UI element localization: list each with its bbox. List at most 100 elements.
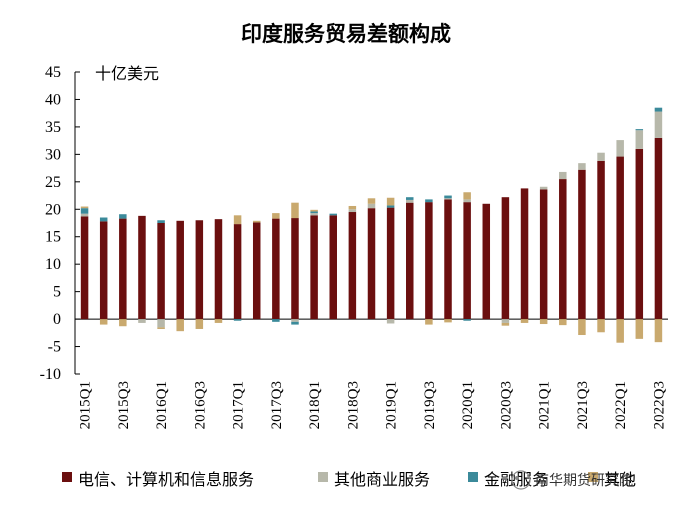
bar-segment-2019Q1-s1 bbox=[386, 207, 395, 320]
x-tick-label: 2020Q3 bbox=[498, 381, 514, 429]
bar-segment-2019Q1-s3 bbox=[386, 205, 395, 208]
bar-segment-2018Q3-s1 bbox=[348, 212, 357, 320]
watermark-icon-dot bbox=[515, 476, 519, 480]
y-tick-label: 0 bbox=[53, 311, 61, 328]
bar-segment-2022Q2-s3 bbox=[635, 129, 644, 131]
bar-segment-2020Q1-s4 bbox=[463, 192, 471, 200]
bar-segment-2015Q1-s4 bbox=[80, 206, 89, 209]
bar-segment-2022Q3-s4 bbox=[654, 319, 663, 343]
bar-segment-2020Q1-s2 bbox=[463, 199, 471, 203]
bar-segment-2020Q4-s4 bbox=[520, 319, 529, 323]
x-tick-label: 2022Q3 bbox=[651, 381, 667, 429]
bar-segment-2019Q3-s4 bbox=[425, 319, 433, 325]
bar-segment-2020Q3-s4 bbox=[501, 322, 510, 326]
bar-segment-2022Q3-s3 bbox=[654, 107, 663, 112]
bar-segment-2017Q3-s1 bbox=[272, 218, 280, 320]
y-tick-label: 30 bbox=[45, 146, 61, 163]
legend-swatch-4 bbox=[588, 472, 598, 482]
bar-segment-2016Q2-s1 bbox=[176, 220, 184, 320]
bar-segment-2021Q1-s1 bbox=[539, 189, 548, 320]
bar-segment-2016Q4-s4 bbox=[214, 319, 223, 323]
bar-segment-2022Q3-s2 bbox=[654, 111, 663, 138]
x-tick-label: 2018Q1 bbox=[307, 381, 323, 429]
bar-segment-2018Q3-s4 bbox=[348, 205, 357, 210]
bar-segment-2021Q4-s2 bbox=[597, 152, 605, 161]
watermark: 南华期货研究院 bbox=[511, 470, 633, 490]
x-tick-label: 2021Q1 bbox=[537, 381, 553, 429]
chart-title: 印度服务贸易差额构成 bbox=[241, 22, 451, 46]
bar-segment-2019Q2-s1 bbox=[406, 202, 414, 320]
y-tick-label: -5 bbox=[48, 339, 61, 356]
y-tick-label: 5 bbox=[53, 284, 61, 301]
legend-label-4: 其他 bbox=[604, 470, 636, 489]
bar-segment-2017Q4-s1 bbox=[291, 218, 299, 320]
legend-swatch-3 bbox=[468, 472, 478, 482]
bar-segment-2015Q3-s3 bbox=[119, 214, 127, 219]
legend-swatch-1 bbox=[62, 472, 72, 482]
bar-segment-2018Q3-s2 bbox=[348, 209, 357, 213]
bar-segment-2017Q1-s4 bbox=[233, 215, 242, 225]
bar-segment-2017Q4-s2 bbox=[291, 319, 299, 322]
bar-segment-2020Q1-s1 bbox=[463, 202, 471, 320]
watermark-text: 南华期货研究院 bbox=[535, 472, 633, 489]
bar-segment-2021Q3-s1 bbox=[578, 169, 586, 320]
x-tick-label: 2017Q3 bbox=[269, 381, 285, 429]
bar-segment-2019Q4-s3 bbox=[444, 195, 452, 199]
bar-segment-2020Q3-s2 bbox=[501, 319, 510, 323]
bar-segment-2019Q4-s1 bbox=[444, 199, 452, 320]
bar-segment-2017Q2-s1 bbox=[252, 222, 261, 320]
bar-segment-2019Q3-s1 bbox=[425, 202, 433, 320]
bar-segment-2018Q4-s4 bbox=[367, 198, 376, 204]
x-tick-label: 2015Q3 bbox=[116, 381, 132, 429]
bar-segment-2016Q2-s4 bbox=[176, 319, 184, 332]
y-tick-label: 25 bbox=[45, 174, 61, 191]
bar-segment-2021Q4-s1 bbox=[597, 160, 605, 320]
y-tick-label: 45 bbox=[45, 64, 61, 81]
bars-group bbox=[80, 107, 663, 343]
bar-segment-2016Q1-s3 bbox=[157, 220, 165, 223]
bar-segment-2022Q2-s1 bbox=[635, 148, 644, 320]
bar-segment-2015Q2-s4 bbox=[99, 319, 108, 325]
legend-swatch-2 bbox=[318, 472, 328, 482]
bar-segment-2021Q2-s4 bbox=[559, 319, 567, 326]
x-tick-label: 2017Q1 bbox=[231, 381, 247, 429]
bar-segment-2021Q2-s2 bbox=[559, 171, 567, 180]
bar-segment-2018Q1-s2 bbox=[310, 213, 318, 216]
x-tick-label: 2016Q3 bbox=[192, 381, 208, 429]
bar-segment-2016Q1-s4 bbox=[157, 327, 165, 329]
bar-segment-2021Q1-s4 bbox=[539, 319, 548, 325]
bar-segment-2016Q3-s4 bbox=[195, 319, 204, 329]
bar-segment-2020Q4-s1 bbox=[520, 188, 529, 320]
bar-segment-2022Q2-s4 bbox=[635, 319, 644, 339]
bar-segment-2017Q4-s3 bbox=[291, 321, 299, 325]
y-tick-label: 40 bbox=[45, 91, 61, 108]
x-tick-label: 2019Q1 bbox=[384, 381, 400, 429]
bar-segment-2019Q2-s2 bbox=[406, 199, 414, 203]
bar-segment-2017Q1-s3 bbox=[233, 319, 242, 321]
x-tick-label: 2022Q1 bbox=[613, 381, 629, 429]
bar-segment-2022Q1-s2 bbox=[616, 140, 624, 157]
bar-segment-2019Q1-s2 bbox=[386, 319, 395, 324]
bar-segment-2022Q1-s1 bbox=[616, 156, 624, 320]
x-labels-group: 2015Q1 2015Q3 2016Q1 2016Q3 2017Q1 2017Q3 2018… bbox=[78, 381, 668, 429]
x-tick-label: 2019Q3 bbox=[422, 381, 438, 429]
bar-segment-2017Q4-s4 bbox=[291, 202, 299, 219]
bar-segment-2015Q1-s3 bbox=[80, 208, 89, 214]
bar-segment-2016Q4-s1 bbox=[214, 219, 223, 320]
y-tick-label: 15 bbox=[45, 229, 61, 246]
bar-segment-2015Q2-s3 bbox=[99, 217, 108, 222]
bar-segment-2015Q2-s1 bbox=[99, 221, 108, 320]
bar-segment-2018Q2-s3 bbox=[329, 213, 337, 216]
bar-segment-2018Q1-s3 bbox=[310, 211, 318, 214]
bar-segment-2021Q2-s1 bbox=[559, 179, 567, 320]
bar-segment-2018Q2-s1 bbox=[329, 215, 337, 320]
bar-segment-2018Q1-s1 bbox=[310, 215, 318, 320]
bar-segment-2022Q3-s1 bbox=[654, 137, 663, 320]
y-tick-label: 35 bbox=[45, 119, 61, 136]
bar-segment-2017Q1-s1 bbox=[233, 224, 242, 320]
bar-segment-2019Q3-s3 bbox=[425, 199, 433, 203]
bar-segment-2015Q3-s4 bbox=[119, 319, 127, 327]
bar-segment-2017Q3-s3 bbox=[272, 319, 280, 322]
x-tick-label: 2016Q1 bbox=[154, 381, 170, 429]
